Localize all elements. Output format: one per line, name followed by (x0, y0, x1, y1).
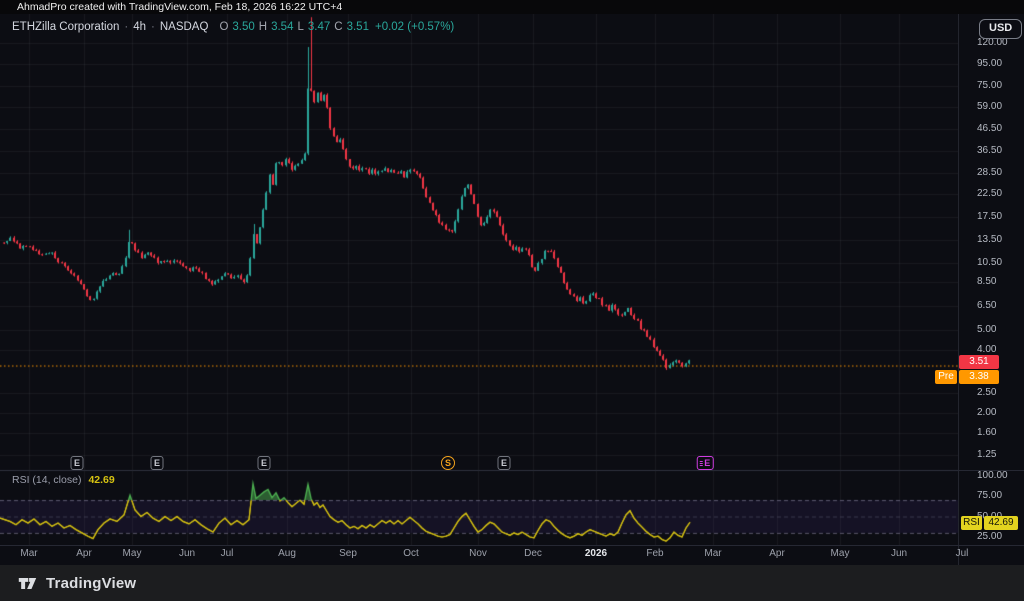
price-axis-label: 22.50 (977, 188, 1003, 200)
open-label: O (219, 21, 229, 33)
rsi-legend-title: RSI (14, close) (12, 474, 82, 486)
price-axis-label: 120.00 (977, 37, 1008, 49)
marker-lines-icon (699, 460, 703, 466)
price-axis-label: 10.50 (977, 257, 1003, 269)
time-axis-label: Aug (278, 548, 296, 559)
time-axis-label: May (122, 548, 142, 559)
price-axis-label: 59.00 (977, 101, 1003, 113)
time-axis-label: Dec (524, 548, 542, 559)
price-axis-label: 1.60 (977, 427, 997, 439)
open-value: 3.50 (232, 21, 255, 33)
price-axis-label: 5.00 (977, 324, 997, 336)
legend-separator: · (124, 21, 129, 33)
time-axis-label: Mar (20, 548, 38, 559)
price-axis-label: 36.50 (977, 144, 1003, 156)
time-axis-label: Jun (890, 548, 908, 559)
marker-letter: E (704, 458, 711, 468)
time-axis-label: Mar (704, 548, 722, 559)
marker-letter: E (73, 458, 80, 468)
rsi-badge-label: RSI (961, 516, 982, 530)
upcoming-earnings-marker[interactable]: E (696, 456, 714, 470)
marker-letter: E (153, 458, 160, 468)
time-axis-label: Oct (403, 548, 419, 559)
interval-label: 4h (133, 21, 147, 33)
close-value: 3.51 (346, 21, 369, 33)
earnings-marker[interactable]: E (70, 456, 84, 470)
legend-separator: · (151, 21, 155, 33)
attribution-bar: AhmadPro created with TradingView.com, F… (0, 0, 1024, 14)
time-axis-label: Jul (955, 548, 969, 559)
price-axis-label: 6.50 (977, 300, 997, 312)
high-value: 3.54 (271, 21, 294, 33)
rsi-axis-label: 25.00 (977, 531, 1003, 542)
time-axis-label: Apr (76, 548, 92, 559)
price-axis-label: 95.00 (977, 58, 1003, 70)
price-axis-label: 28.50 (977, 167, 1003, 178)
price-axis-label: 46.50 (977, 122, 1003, 134)
tradingview-wordmark[interactable]: TradingView (46, 574, 137, 592)
time-axis-separator (0, 545, 1024, 546)
rsi-legend-value: 42.69 (88, 474, 115, 486)
marker-letter: E (500, 458, 507, 468)
rsi-legend: RSI (14, close) 42.69 (12, 474, 115, 486)
time-axis-label: Nov (469, 548, 487, 559)
pane-separator[interactable] (0, 470, 1024, 471)
price-axis-label: 8.50 (977, 276, 997, 288)
earnings-marker[interactable]: E (497, 456, 511, 470)
marker-letter: S (444, 458, 451, 468)
last-price-badge: 3.51 (959, 355, 999, 369)
footer-bar: TradingView (0, 565, 1024, 601)
low-label: L (297, 21, 304, 33)
split-marker[interactable]: S (441, 456, 455, 470)
close-label: C (334, 21, 343, 33)
price-axis-label: 13.50 (977, 234, 1003, 246)
rsi-axis-label: 100.00 (977, 469, 1008, 481)
rsi-badge-value: 42.69 (984, 516, 1018, 530)
marker-letter: E (260, 458, 267, 468)
time-axis-label: Apr (769, 548, 785, 559)
high-label: H (258, 21, 268, 33)
change-value: +0.02 (+0.57%) (374, 21, 455, 33)
earnings-marker[interactable]: E (257, 456, 271, 470)
price-axis-label: 17.50 (977, 211, 1003, 223)
time-axis-label: 2026 (584, 548, 608, 559)
time-axis-label: May (830, 548, 850, 559)
time-axis-label: Feb (646, 548, 664, 559)
premarket-label-badge: Pre (935, 370, 957, 384)
exchange-label: NASDAQ (159, 21, 209, 33)
price-axis-label: 4.00 (977, 344, 997, 356)
ohlc-values: O 3.50 H 3.54 L 3.47 C 3.51 +0.02 (+0.57%) (219, 21, 454, 33)
attribution-text: AhmadPro created with TradingView.com, F… (17, 1, 343, 13)
low-value: 3.47 (307, 21, 331, 33)
symbol-title: ETHZilla Corporation (12, 21, 120, 33)
price-axis-label: 1.25 (977, 449, 997, 461)
price-axis-border (958, 14, 959, 565)
earnings-marker[interactable]: E (150, 456, 164, 470)
price-axis-label: 2.00 (977, 406, 997, 418)
rsi-axis-label: 75.00 (977, 490, 1003, 501)
price-axis-label: 75.00 (977, 79, 1003, 91)
time-axis-label: Sep (339, 548, 357, 559)
time-axis-label: Jul (220, 548, 234, 559)
currency-toggle-button[interactable]: USD (979, 19, 1023, 39)
time-axis-label: Jun (178, 548, 196, 559)
symbol-legend: ETHZilla Corporation · 4h · NASDAQ O 3.50… (12, 20, 454, 34)
tradingview-logo-icon[interactable] (18, 574, 37, 593)
premarket-price-badge: 3.38 (959, 370, 999, 384)
price-rsi-chart-canvas[interactable] (0, 14, 958, 545)
price-axis-label: 2.50 (977, 386, 997, 398)
